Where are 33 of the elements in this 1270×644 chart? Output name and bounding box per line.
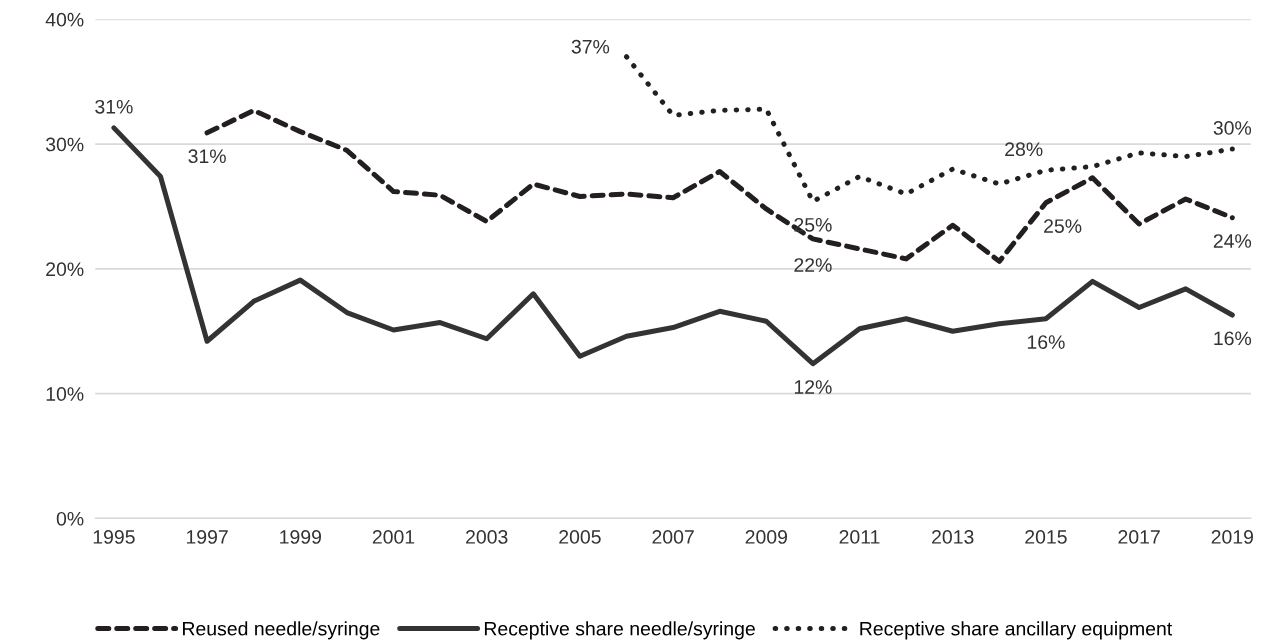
data-label: 25% xyxy=(794,217,832,232)
y-tick-label: 0% xyxy=(56,511,84,526)
x-tick-label: 1995 xyxy=(93,530,135,544)
data-label: 22% xyxy=(794,258,832,272)
data-label: 31% xyxy=(188,149,226,164)
legend-label: Receptive share needle/syringe xyxy=(484,621,755,640)
legend-label: Reused needle/syringe xyxy=(183,621,380,640)
data-label: 28% xyxy=(1005,142,1043,157)
x-tick-label: 2003 xyxy=(466,530,508,544)
y-tick-label: 20% xyxy=(46,262,84,277)
data-label: 24% xyxy=(1213,234,1252,248)
data-label: 16% xyxy=(1214,331,1252,346)
data-label: 37% xyxy=(571,39,610,54)
data-label: 25% xyxy=(1044,219,1082,233)
y-tick-label: 40% xyxy=(45,12,84,27)
data-label: 30% xyxy=(1213,121,1252,135)
x-tick-label: 2019 xyxy=(1211,530,1254,544)
x-tick-label: 2005 xyxy=(559,530,601,544)
x-tick-label: 1997 xyxy=(186,530,228,544)
x-tick-label: 2015 xyxy=(1025,530,1067,544)
x-tick-label: 1999 xyxy=(280,530,321,544)
data-label: 12% xyxy=(794,380,832,394)
data-label: 31% xyxy=(95,99,133,114)
x-tick-label: 2007 xyxy=(652,530,694,544)
x-tick-label: 2013 xyxy=(932,530,974,544)
x-tick-label: 2009 xyxy=(745,530,788,544)
legend-label: Receptive share ancillary equipment xyxy=(860,621,1173,640)
x-tick-label: 2017 xyxy=(1118,530,1160,544)
data-label: 16% xyxy=(1027,335,1065,349)
y-tick-label: 30% xyxy=(45,137,84,152)
y-tick-label: 10% xyxy=(46,387,84,401)
x-tick-label: 2001 xyxy=(372,530,415,544)
x-tick-label: 2011 xyxy=(839,530,880,544)
